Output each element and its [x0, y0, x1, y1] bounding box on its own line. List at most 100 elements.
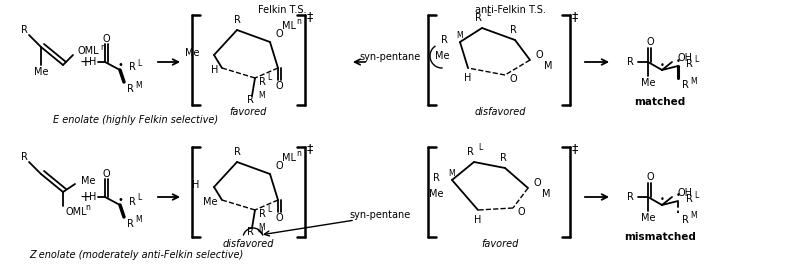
- Text: M: M: [135, 215, 142, 224]
- Text: +: +: [79, 55, 91, 69]
- Text: R: R: [127, 219, 134, 229]
- Text: L: L: [694, 55, 698, 64]
- Text: favored: favored: [482, 239, 519, 249]
- Text: disfavored: disfavored: [222, 239, 274, 249]
- Text: syn-pentane: syn-pentane: [359, 52, 420, 62]
- Text: Felkin T.S.: Felkin T.S.: [258, 5, 306, 15]
- Text: R: R: [233, 15, 240, 25]
- Text: anti-Felkin T.S.: anti-Felkin T.S.: [474, 5, 545, 15]
- Text: disfavored: disfavored: [474, 107, 525, 117]
- Text: Me: Me: [430, 189, 444, 199]
- Text: R: R: [500, 153, 506, 163]
- Text: L: L: [486, 10, 490, 19]
- Text: n: n: [296, 17, 301, 26]
- Text: M: M: [258, 91, 264, 100]
- Text: O: O: [275, 161, 283, 171]
- Text: R: R: [682, 80, 689, 90]
- Text: O: O: [275, 29, 283, 39]
- Text: Me: Me: [204, 197, 218, 207]
- Text: ML: ML: [282, 153, 296, 163]
- Text: •: •: [660, 196, 665, 205]
- Text: L: L: [137, 193, 141, 202]
- Text: R: R: [682, 215, 689, 225]
- Text: O: O: [646, 37, 654, 47]
- Text: Me: Me: [185, 48, 199, 58]
- Text: O: O: [534, 178, 541, 188]
- Text: M: M: [448, 170, 455, 179]
- Text: L: L: [694, 191, 698, 200]
- Text: mismatched: mismatched: [624, 232, 696, 242]
- Text: R: R: [433, 173, 440, 183]
- Text: O: O: [646, 172, 654, 182]
- Text: OML: OML: [65, 207, 87, 217]
- Text: R: R: [509, 25, 517, 35]
- Text: O: O: [536, 50, 544, 60]
- Text: H: H: [89, 57, 96, 67]
- Text: L: L: [137, 59, 141, 68]
- Text: H: H: [89, 192, 96, 202]
- Text: R: R: [129, 197, 136, 207]
- Text: R: R: [686, 59, 693, 69]
- Text: Me: Me: [435, 51, 450, 61]
- Text: OH: OH: [678, 53, 693, 63]
- Text: n: n: [100, 42, 105, 51]
- Text: •: •: [117, 195, 123, 205]
- Text: O: O: [275, 81, 283, 91]
- Text: O: O: [517, 207, 525, 217]
- Text: R: R: [21, 25, 27, 35]
- Text: OH: OH: [678, 188, 693, 198]
- Text: M: M: [690, 77, 696, 86]
- Text: Me: Me: [641, 78, 655, 88]
- Text: O: O: [103, 34, 111, 44]
- Text: L: L: [267, 73, 271, 82]
- Text: ML: ML: [282, 21, 296, 31]
- Text: M: M: [542, 189, 551, 199]
- Text: favored: favored: [229, 107, 267, 117]
- Text: n: n: [85, 204, 90, 213]
- Text: H: H: [211, 65, 218, 75]
- Text: R: R: [259, 209, 266, 219]
- Text: matched: matched: [634, 97, 685, 107]
- Text: Me: Me: [33, 67, 49, 77]
- Text: M: M: [690, 211, 696, 220]
- Text: R: R: [21, 152, 27, 162]
- Text: ‡: ‡: [306, 11, 313, 24]
- Text: O: O: [509, 74, 517, 84]
- Text: ‡: ‡: [572, 11, 578, 24]
- Text: syn-pentane: syn-pentane: [349, 210, 411, 220]
- Text: H: H: [474, 215, 482, 225]
- Text: Me: Me: [641, 213, 655, 223]
- Text: L: L: [478, 144, 482, 152]
- Text: H: H: [192, 180, 199, 190]
- Text: OML: OML: [77, 46, 99, 56]
- Text: Me: Me: [81, 176, 96, 186]
- Text: R: R: [626, 192, 634, 202]
- Text: H: H: [464, 73, 472, 83]
- Text: R: R: [474, 13, 482, 23]
- Text: M: M: [544, 61, 552, 71]
- Text: R: R: [466, 147, 474, 157]
- Text: R: R: [259, 77, 266, 87]
- Text: •: •: [676, 192, 681, 201]
- Text: M: M: [135, 81, 142, 90]
- Text: R: R: [247, 95, 253, 105]
- Text: +: +: [79, 190, 91, 204]
- Text: R: R: [247, 227, 253, 237]
- Text: ‡: ‡: [572, 143, 578, 156]
- Text: L: L: [267, 205, 271, 214]
- Text: •: •: [117, 60, 123, 70]
- Text: R: R: [686, 194, 693, 204]
- Text: M: M: [258, 223, 264, 232]
- Text: ‡: ‡: [306, 143, 313, 156]
- Text: O: O: [275, 213, 283, 223]
- Text: R: R: [127, 84, 134, 94]
- Text: •: •: [660, 60, 665, 69]
- Text: R: R: [441, 35, 448, 45]
- Text: n: n: [296, 149, 301, 158]
- Text: •: •: [676, 56, 681, 65]
- Text: Z enolate (moderately anti-Felkin selective): Z enolate (moderately anti-Felkin select…: [29, 250, 243, 260]
- Text: O: O: [103, 169, 111, 179]
- Text: M: M: [456, 32, 462, 41]
- Text: R: R: [233, 147, 240, 157]
- Text: E enolate (highly Felkin selective): E enolate (highly Felkin selective): [53, 115, 219, 125]
